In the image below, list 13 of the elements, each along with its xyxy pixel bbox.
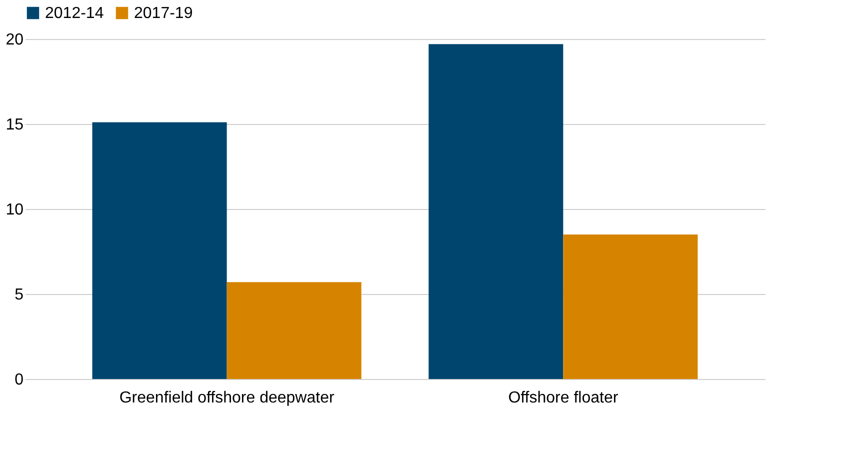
- bar: [428, 44, 564, 379]
- x-tick-label: Greenfield offshore deepwater: [119, 390, 335, 406]
- bar: [563, 234, 698, 379]
- bar: [92, 122, 227, 379]
- y-tick-label: 15: [6, 116, 24, 134]
- y-tick-label: 5: [14, 286, 24, 304]
- legend-label: 2012-14: [45, 5, 104, 22]
- x-tick-label: Offshore floater: [508, 390, 619, 406]
- y-tick-label: 20: [6, 32, 24, 48]
- y-tick-label: 0: [14, 372, 24, 388]
- legend-label: 2017-19: [134, 5, 193, 22]
- bar: [226, 282, 362, 379]
- y-tick-label: 10: [6, 202, 24, 218]
